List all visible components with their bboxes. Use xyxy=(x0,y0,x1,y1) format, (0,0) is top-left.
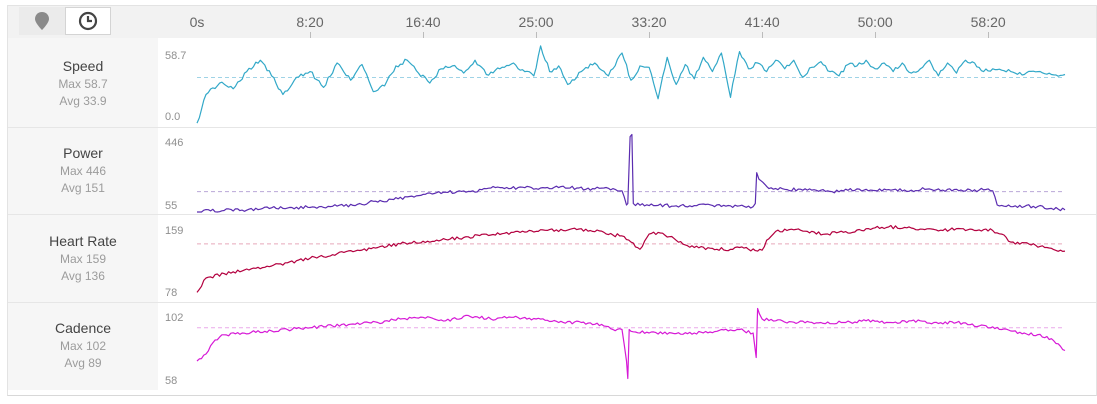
row-divider xyxy=(8,214,1096,215)
speed-max: Max 58.7 xyxy=(58,77,108,91)
time-tick-label: 16:40 xyxy=(405,14,441,30)
power-label-group: Power Max 446 Avg 151 xyxy=(8,145,158,195)
time-tick-label: 50:00 xyxy=(857,14,893,30)
speed-avg: Avg 33.9 xyxy=(59,94,107,108)
heart-rate-name: Heart Rate xyxy=(49,233,117,249)
power-series-line[interactable] xyxy=(197,133,1066,213)
time-tick-mark xyxy=(423,32,425,38)
time-tick-label: 58:20 xyxy=(970,14,1006,30)
row-divider xyxy=(8,302,1096,303)
time-tick-mark xyxy=(988,32,990,38)
time-tick-mark xyxy=(649,32,651,38)
time-tick-mark xyxy=(875,32,877,38)
cadence-name: Cadence xyxy=(54,320,112,336)
speed-y-min-label: 0.0 xyxy=(165,111,181,123)
cadence-y-min-label: 58 xyxy=(165,375,178,387)
power-avg: Avg 151 xyxy=(61,181,105,195)
cadence-y-max-label: 102 xyxy=(165,312,184,324)
cadence-label-group: Cadence Max 102 Avg 89 xyxy=(8,320,158,370)
clock-icon xyxy=(78,11,98,31)
time-tick-mark xyxy=(310,32,312,38)
speed-name: Speed xyxy=(62,58,104,74)
row-divider xyxy=(8,127,1096,128)
map-pin-icon xyxy=(35,12,49,30)
speed-series-line[interactable] xyxy=(196,45,1066,124)
heart-rate-label-group: Heart Rate Max 159 Avg 136 xyxy=(8,233,158,283)
power-name: Power xyxy=(63,145,103,161)
time-axis-bar xyxy=(8,6,1096,38)
heart-rate-avg: Avg 136 xyxy=(61,269,105,283)
time-tick-label: 41:40 xyxy=(744,14,780,30)
time-tick-mark xyxy=(762,32,764,38)
heart-rate-series-line[interactable] xyxy=(196,224,1066,293)
cadence-max: Max 102 xyxy=(59,339,107,353)
speed-label-group: Speed Max 58.7 Avg 33.9 xyxy=(8,58,158,108)
time-tick-label: 0s xyxy=(189,14,205,30)
speed-y-max-label: 58.7 xyxy=(165,50,187,62)
power-max: Max 446 xyxy=(59,164,107,178)
time-tick-label: 33:20 xyxy=(631,14,667,30)
heart-rate-max: Max 159 xyxy=(59,252,107,266)
heart-rate-y-min-label: 78 xyxy=(165,287,178,299)
time-view-button[interactable] xyxy=(65,7,111,35)
cadence-series-line[interactable] xyxy=(196,307,1066,380)
power-y-max-label: 446 xyxy=(165,137,184,149)
power-y-min-label: 55 xyxy=(165,200,178,212)
heart-rate-y-max-label: 159 xyxy=(165,225,184,237)
time-tick-label: 8:20 xyxy=(296,14,324,30)
map-view-button[interactable] xyxy=(19,7,65,35)
time-tick-mark xyxy=(536,32,538,38)
time-tick-label: 25:00 xyxy=(518,14,554,30)
cadence-avg: Avg 89 xyxy=(64,356,102,370)
